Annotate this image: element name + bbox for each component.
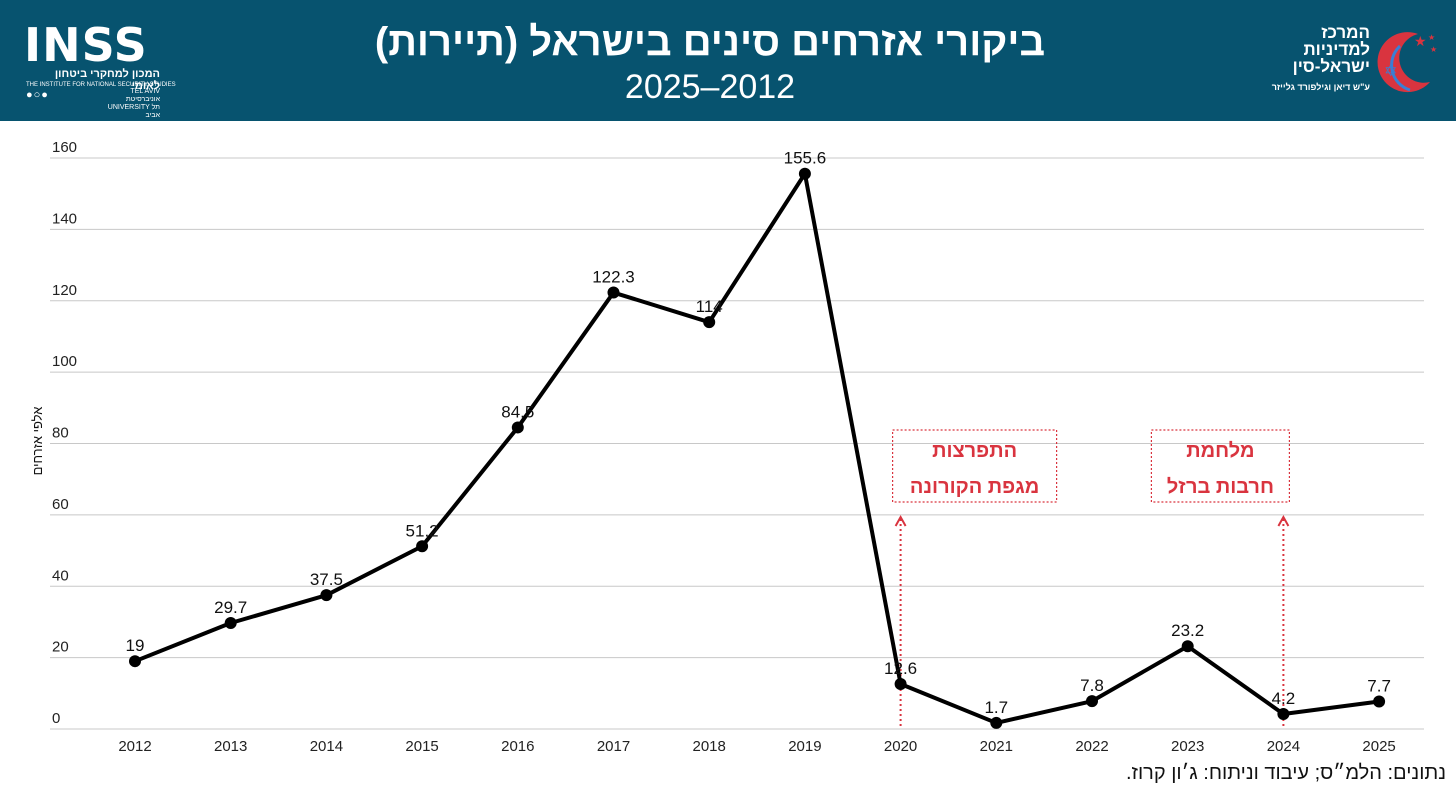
data-point [320, 589, 333, 602]
data-point [798, 167, 811, 180]
svg-text:★: ★ [1430, 45, 1437, 54]
data-point [1181, 640, 1194, 653]
tau-logo: TEL AVIV אוניברסיטת UNIVERSITY תל אביב [107, 88, 160, 119]
logo-line-2: למדיניות [1303, 40, 1370, 59]
y-tick-label: 140 [52, 210, 77, 227]
data-point [129, 655, 141, 668]
israel-china-center-logo[interactable]: המרכז למדיניות ישראל-סין ע"ש דיאן וגילפו… [1255, 22, 1440, 102]
x-tick-label: 2018 [693, 738, 726, 755]
data-point [511, 421, 524, 434]
chart-title: ביקורי אזרחים סינים בישראל (תיירות) [374, 20, 1046, 64]
y-tick-label: 60 [52, 496, 69, 513]
annotation-text: מלחמת [1186, 440, 1254, 462]
x-tick-label: 2020 [884, 738, 917, 755]
data-point [607, 286, 620, 299]
data-label: 122.3 [592, 268, 635, 287]
y-tick-label: 120 [52, 282, 77, 299]
annotation-box [1150, 429, 1291, 503]
inss-logo-mark: INSS [24, 18, 148, 72]
x-tick-label: 2014 [310, 738, 343, 755]
x-tick-label: 2012 [118, 738, 151, 755]
logo-line-3: ישראל-סין [1292, 57, 1370, 76]
data-point [894, 678, 907, 691]
x-tick-label: 2019 [788, 738, 821, 755]
crescent-stars-icon: ★ ★ ★ ✡ [1377, 32, 1437, 93]
data-point [1086, 695, 1098, 708]
svg-text:★: ★ [1428, 33, 1435, 42]
inss-logo-hebrew: המכון למחקרי ביטחון לאומי [54, 68, 160, 92]
x-tick-label: 2025 [1362, 738, 1395, 755]
data-point [990, 716, 1003, 729]
data-point [416, 540, 429, 553]
data-label: 23.2 [1171, 621, 1204, 640]
y-tick-label: 40 [52, 567, 69, 584]
data-label: 29.7 [214, 598, 247, 617]
x-tick-label: 2017 [597, 738, 630, 755]
x-tick-label: 2022 [1075, 738, 1108, 755]
x-tick-label: 2015 [405, 738, 438, 755]
data-label: 4.2 [1272, 689, 1296, 708]
svg-text:★: ★ [1414, 34, 1427, 50]
y-tick-label: 160 [52, 139, 77, 156]
x-tick-label: 2021 [980, 738, 1013, 755]
annotation-arrow-icon [894, 514, 907, 527]
y-tick-label: 100 [52, 353, 77, 370]
data-label: 1.7 [984, 698, 1008, 717]
annotation-text: מגפת הקורונה [910, 476, 1039, 498]
data-label: 114 [696, 297, 723, 316]
data-label: 19 [126, 636, 145, 655]
data-label: 37.5 [310, 570, 343, 589]
svg-text:✡: ✡ [1384, 61, 1397, 80]
y-tick-label: 20 [52, 639, 69, 656]
annotation-text: חרבות ברזל [1167, 476, 1274, 498]
annotation-text: התפרצות [932, 440, 1017, 462]
data-point [1277, 708, 1290, 721]
data-label: 155.6 [784, 149, 827, 168]
y-tick-label: 0 [52, 710, 60, 727]
x-tick-label: 2016 [501, 738, 534, 755]
inss-logo[interactable]: INSS המכון למחקרי ביטחון לאומי THE INSTI… [20, 18, 176, 119]
y-axis-label: אלפי אזרחים [30, 407, 45, 476]
data-label: 7.8 [1080, 676, 1104, 695]
logo-dedication: ע"ש דיאן וגילפורד גלייזר [1271, 82, 1370, 92]
header-banner: INSS המכון למחקרי ביטחון לאומי THE INSTI… [0, 0, 1456, 121]
data-point [703, 316, 716, 329]
annotation-box [891, 429, 1058, 503]
data-label: 12.6 [884, 659, 917, 678]
series-line [134, 171, 1380, 725]
x-tick-label: 2024 [1267, 738, 1300, 755]
y-tick-label: 80 [52, 425, 69, 442]
logo-line-1: המרכז [1321, 23, 1370, 42]
x-tick-label: 2013 [214, 738, 247, 755]
inss-logo-circles-icon: ●○● [26, 89, 49, 101]
data-point [224, 617, 237, 630]
line-chart: 0 20 40 60 80 100 120 140 160 אלפי אזרחים התפרצו… [30, 139, 1424, 755]
x-tick-label: 2023 [1171, 738, 1204, 755]
data-label: 84.5 [501, 402, 534, 421]
data-label: 51.2 [406, 521, 439, 540]
inss-logo-english: THE INSTITUTE FOR NATIONAL SECURITY STUD… [26, 82, 176, 88]
annotation-arrow-icon [1277, 514, 1290, 527]
data-label: 7.7 [1367, 677, 1391, 696]
source-note: נתונים: הלמ״ס; עיבוד וניתוח: ג׳ון קרוז. [1125, 762, 1446, 784]
data-point [1373, 695, 1386, 708]
israel-china-center-logo-text: המרכז למדיניות ישראל-סין [1250, 24, 1370, 75]
chart-subtitle: 2025–2012 [624, 68, 796, 106]
